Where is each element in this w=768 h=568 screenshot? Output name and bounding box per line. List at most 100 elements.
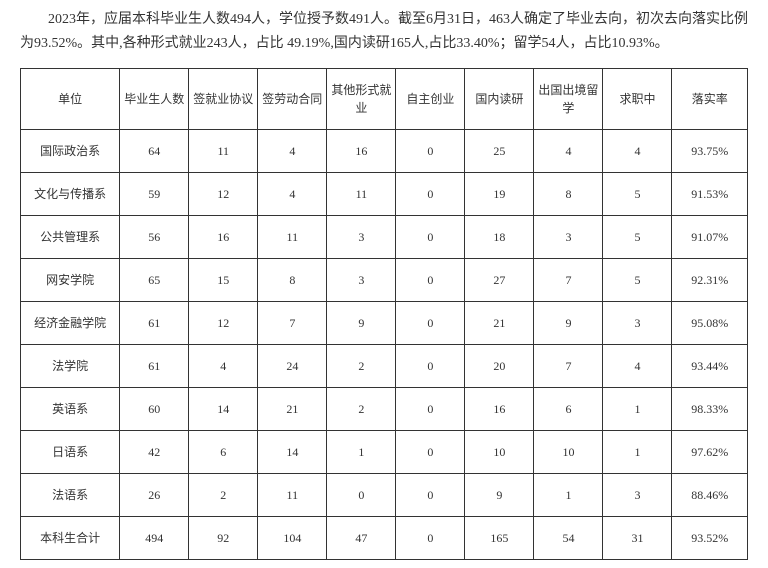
table-cell: 11 [258, 215, 327, 258]
table-cell: 3 [603, 301, 672, 344]
table-cell: 15 [189, 258, 258, 301]
table-cell: 14 [258, 430, 327, 473]
table-cell: 2 [327, 387, 396, 430]
table-cell: 91.53% [672, 172, 748, 215]
table-cell: 7 [258, 301, 327, 344]
table-cell: 0 [396, 129, 465, 172]
table-cell: 0 [396, 430, 465, 473]
table-cell: 5 [603, 258, 672, 301]
table-cell: 11 [258, 473, 327, 516]
table-row: 法语系262110091388.46% [21, 473, 748, 516]
table-cell: 16 [327, 129, 396, 172]
table-cell: 3 [603, 473, 672, 516]
table-cell: 8 [258, 258, 327, 301]
table-cell: 2 [327, 344, 396, 387]
table-cell: 12 [189, 301, 258, 344]
table-cell: 3 [534, 215, 603, 258]
table-cell: 7 [534, 344, 603, 387]
table-row: 法学院6142420207493.44% [21, 344, 748, 387]
employment-table: 单位 毕业生人数 签就业协议 签劳动合同 其他形式就业 自主创业 国内读研 出国… [20, 68, 748, 560]
table-cell: 20 [465, 344, 534, 387]
header-other-employment: 其他形式就业 [327, 68, 396, 129]
table-row: 日语系42614101010197.62% [21, 430, 748, 473]
table-cell: 5 [603, 215, 672, 258]
table-cell: 2 [189, 473, 258, 516]
table-row: 国际政治系64114160254493.75% [21, 129, 748, 172]
header-rate: 落实率 [672, 68, 748, 129]
header-department: 单位 [21, 68, 120, 129]
table-cell: 11 [327, 172, 396, 215]
table-cell: 1 [534, 473, 603, 516]
table-cell: 4 [603, 344, 672, 387]
table-cell: 0 [396, 258, 465, 301]
table-row: 文化与传播系59124110198591.53% [21, 172, 748, 215]
table-cell: 14 [189, 387, 258, 430]
table-cell: 0 [396, 344, 465, 387]
table-cell: 10 [534, 430, 603, 473]
table-cell: 8 [534, 172, 603, 215]
intro-paragraph: 2023年，应届本科毕业生人数494人，学位授予数491人。截至6月31日，46… [20, 8, 748, 56]
table-cell: 7 [534, 258, 603, 301]
table-cell: 0 [327, 473, 396, 516]
table-cell: 法语系 [21, 473, 120, 516]
table-cell: 61 [120, 301, 189, 344]
table-cell: 59 [120, 172, 189, 215]
table-row: 英语系60142120166198.33% [21, 387, 748, 430]
table-cell: 国际政治系 [21, 129, 120, 172]
table-cell: 60 [120, 387, 189, 430]
table-cell: 9 [534, 301, 603, 344]
table-cell: 65 [120, 258, 189, 301]
table-cell: 24 [258, 344, 327, 387]
table-cell: 11 [189, 129, 258, 172]
table-cell: 26 [120, 473, 189, 516]
table-cell: 27 [465, 258, 534, 301]
table-cell: 3 [327, 215, 396, 258]
table-cell: 1 [603, 387, 672, 430]
table-cell: 12 [189, 172, 258, 215]
table-cell: 0 [396, 387, 465, 430]
table-cell: 9 [465, 473, 534, 516]
table-cell: 25 [465, 129, 534, 172]
table-cell: 9 [327, 301, 396, 344]
table-cell: 98.33% [672, 387, 748, 430]
table-cell: 4 [534, 129, 603, 172]
table-cell: 0 [396, 301, 465, 344]
table-cell: 19 [465, 172, 534, 215]
table-row: 网安学院6515830277592.31% [21, 258, 748, 301]
table-cell: 网安学院 [21, 258, 120, 301]
table-header-row: 单位 毕业生人数 签就业协议 签劳动合同 其他形式就业 自主创业 国内读研 出国… [21, 68, 748, 129]
header-agreement: 签就业协议 [189, 68, 258, 129]
table-cell: 法学院 [21, 344, 120, 387]
header-abroad: 出国出境留学 [534, 68, 603, 129]
table-cell: 0 [396, 473, 465, 516]
table-cell: 21 [258, 387, 327, 430]
table-cell: 10 [465, 430, 534, 473]
table-cell: 4 [258, 129, 327, 172]
table-cell: 日语系 [21, 430, 120, 473]
table-cell: 4 [189, 344, 258, 387]
table-cell: 1 [327, 430, 396, 473]
table-cell: 93.75% [672, 129, 748, 172]
table-cell: 18 [465, 215, 534, 258]
table-cell: 0 [396, 215, 465, 258]
table-cell: 6 [189, 430, 258, 473]
table-cell: 0 [396, 172, 465, 215]
table-cell: 16 [189, 215, 258, 258]
table-cell: 6 [534, 387, 603, 430]
table-cell: 61 [120, 344, 189, 387]
table-cell: 经济金融学院 [21, 301, 120, 344]
header-entrepreneurship: 自主创业 [396, 68, 465, 129]
table-cell: 42 [120, 430, 189, 473]
table-cell: 93.44% [672, 344, 748, 387]
table-row: 公共管理系56161130183591.07% [21, 215, 748, 258]
table-cell: 64 [120, 129, 189, 172]
table-cell: 92.31% [672, 258, 748, 301]
table-cell: 4 [603, 129, 672, 172]
table-cell: 3 [327, 258, 396, 301]
table-body: 国际政治系64114160254493.75%文化与传播系59124110198… [21, 129, 748, 559]
header-contract: 签劳动合同 [258, 68, 327, 129]
header-domestic-grad: 国内读研 [465, 68, 534, 129]
table-cell: 97.62% [672, 430, 748, 473]
table-cell: 95.08% [672, 301, 748, 344]
table-cell: 21 [465, 301, 534, 344]
